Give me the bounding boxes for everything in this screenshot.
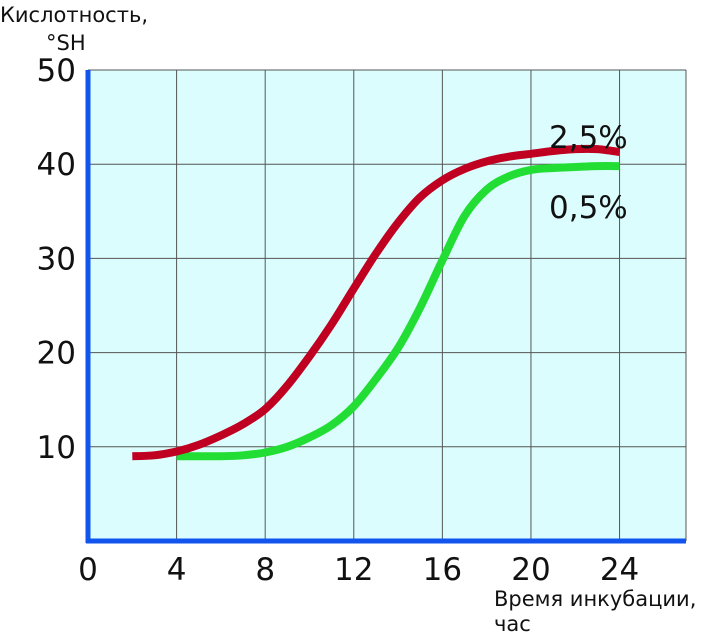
x-tick-label: 4 (167, 552, 187, 588)
series-line-0-5 (176, 162, 620, 461)
x-tick-label: 12 (334, 552, 373, 588)
y-tick-label: 20 (37, 336, 76, 372)
series-label-2-5: 2,5% (549, 120, 628, 156)
y-tick-label: 40 (37, 147, 76, 183)
series-layer (132, 144, 621, 461)
x-axis-label-line-2: час (494, 612, 531, 636)
x-tick-label: 0 (78, 552, 98, 588)
series-label-0-5: 0,5% (549, 190, 628, 226)
x-tick-label: 16 (423, 552, 462, 588)
y-tick-label: 30 (37, 241, 76, 277)
y-axis-label-line-2: °SH (46, 31, 86, 55)
x-tick-label: 24 (600, 552, 639, 588)
axes (85, 70, 686, 544)
series-line-2-5 (132, 144, 621, 461)
x-axis-label-line-1: Время инкубации, (494, 587, 696, 611)
x-tick-label: 20 (511, 552, 550, 588)
tick-labels: 0 4 8 12 16 20 24 10 20 30 40 50 (37, 53, 640, 588)
y-axis-label-line-1: Кислотность, (0, 3, 148, 27)
y-tick-label: 50 (37, 53, 76, 89)
x-tick-label: 8 (255, 552, 275, 588)
y-tick-label: 10 (37, 430, 76, 466)
